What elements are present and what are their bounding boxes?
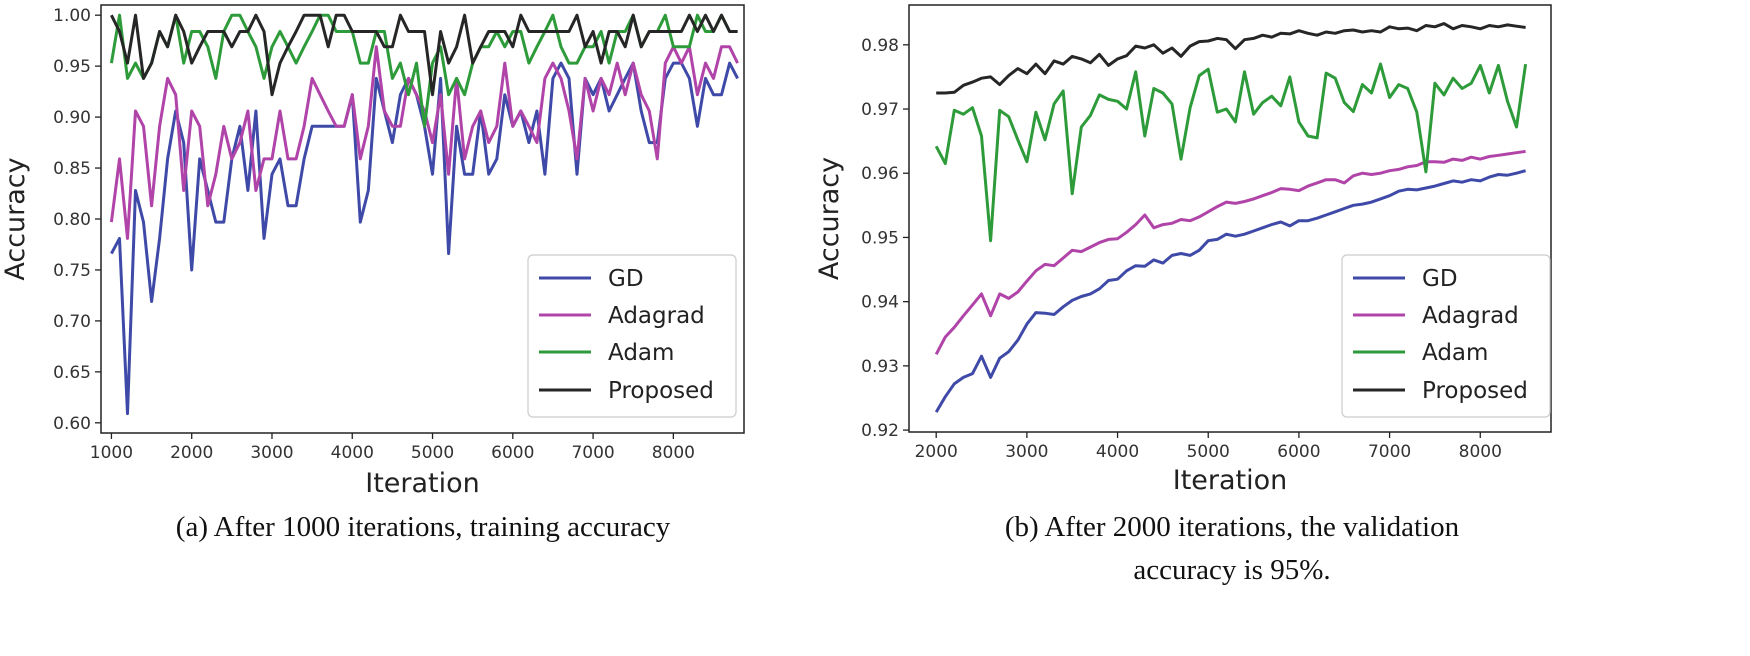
panel-b: 2000 3000 4000 5000 6000 7000 8000 0.92 0.93 0.94…	[814, 4, 1552, 586]
y-tick-label: 0.92	[861, 421, 899, 441]
y-tick-label: 0.96	[861, 164, 899, 184]
y-tick-label: 0.90	[53, 108, 91, 128]
x-tick-label: 8000	[652, 443, 695, 463]
y-axis-label: Accuracy	[0, 157, 31, 280]
x-tick-label: 7000	[1368, 442, 1411, 462]
x-tick-label: 6000	[491, 443, 534, 463]
x-tick-label: 4000	[331, 443, 374, 463]
legend-label-adagrad: Adagrad	[608, 303, 705, 329]
legend: GD Adagrad Adam Proposed	[527, 254, 737, 418]
y-tick-label: 0.95	[861, 228, 899, 248]
x-tick-label: 3000	[250, 443, 293, 463]
x-tick-label: 6000	[1277, 442, 1320, 462]
x-tick-label: 8000	[1459, 442, 1502, 462]
x-tick-label: 2000	[915, 442, 958, 462]
y-tick-label: 0.70	[53, 312, 91, 332]
series-line-gd	[934, 169, 1526, 413]
x-axis-ticks: 1000 2000 3000 4000 5000 6000 7000 8000	[90, 433, 695, 463]
y-tick-label: 0.80	[53, 210, 91, 230]
series-line-proposed	[110, 13, 738, 97]
y-axis-ticks: 0.92 0.93 0.94 0.95 0.96 0.97 0.98	[861, 36, 909, 441]
y-axis-label: Accuracy	[814, 157, 845, 280]
legend-label-adam: Adam	[1422, 340, 1488, 366]
caption-line: (b) After 2000 iterations, the validatio…	[1005, 511, 1460, 543]
x-tick-label: 2000	[170, 443, 213, 463]
panel-a: 1000 2000 3000 4000 5000 6000 7000 8000 0.60 0.65…	[0, 4, 745, 543]
series-line-adam	[934, 62, 1528, 243]
x-tick-label: 7000	[571, 443, 614, 463]
x-axis-label: Iteration	[365, 468, 480, 499]
y-tick-label: 0.94	[861, 293, 899, 313]
series-lines	[934, 22, 1528, 413]
y-tick-label: 0.85	[53, 159, 91, 179]
y-tick-label: 0.60	[53, 414, 91, 434]
x-tick-label: 3000	[1005, 442, 1048, 462]
legend-label-gd: GD	[1422, 266, 1458, 292]
legend-box	[1341, 254, 1551, 418]
x-tick-label: 4000	[1096, 442, 1139, 462]
series-lines	[109, 13, 739, 416]
legend-label-adam: Adam	[608, 340, 674, 366]
x-tick-label: 5000	[411, 443, 454, 463]
legend-box	[527, 254, 737, 418]
caption-line: (a) After 1000 iterations, training accu…	[176, 511, 671, 543]
y-tick-label: 0.97	[861, 100, 899, 120]
y-tick-label: 0.65	[53, 363, 91, 383]
x-axis-label: Iteration	[1173, 465, 1288, 496]
series-line-proposed	[936, 22, 1526, 95]
series-line-adagrad	[109, 45, 739, 240]
x-axis-ticks: 2000 3000 4000 5000 6000 7000 8000	[915, 432, 1502, 462]
legend-label-proposed: Proposed	[1422, 378, 1528, 404]
legend-label-adagrad: Adagrad	[1422, 303, 1519, 329]
legend-label-gd: GD	[608, 266, 644, 292]
y-tick-label: 0.75	[53, 261, 91, 281]
x-tick-label: 5000	[1187, 442, 1230, 462]
legend-label-proposed: Proposed	[608, 378, 714, 404]
plot-frame	[908, 4, 1552, 433]
x-tick-label: 1000	[90, 443, 133, 463]
y-tick-label: 0.98	[861, 36, 899, 56]
y-tick-label: 1.00	[53, 6, 91, 26]
y-axis-ticks: 0.60 0.65 0.70 0.75 0.80 0.85 0.90 0.95 1.00	[53, 6, 101, 434]
legend: GD Adagrad Adam Proposed	[1341, 254, 1551, 418]
y-tick-label: 0.95	[53, 57, 91, 77]
caption-line: accuracy is 95%.	[1133, 554, 1330, 586]
y-tick-label: 0.93	[861, 357, 899, 377]
